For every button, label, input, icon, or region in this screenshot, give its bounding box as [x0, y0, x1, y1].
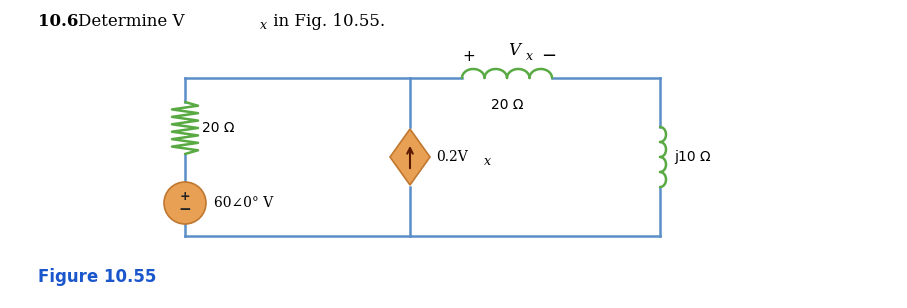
Text: −: − — [179, 202, 191, 217]
Text: 20 Ω: 20 Ω — [202, 121, 235, 135]
Text: j10 Ω: j10 Ω — [674, 150, 710, 164]
Text: x: x — [526, 50, 533, 63]
Text: in Fig. 10.55.: in Fig. 10.55. — [268, 13, 385, 30]
Text: 0.2V: 0.2V — [436, 150, 468, 164]
Text: Figure 10.55: Figure 10.55 — [38, 268, 156, 286]
Polygon shape — [390, 129, 430, 185]
Text: V: V — [508, 42, 520, 59]
Text: 10.6: 10.6 — [38, 13, 78, 30]
Circle shape — [164, 182, 206, 224]
Text: 20 Ω: 20 Ω — [491, 98, 523, 112]
Text: +: + — [463, 48, 475, 63]
Text: 60∠0° V: 60∠0° V — [214, 196, 273, 210]
Text: Determine V: Determine V — [78, 13, 184, 30]
Text: x: x — [484, 155, 491, 168]
Text: x: x — [259, 18, 267, 31]
Text: −: − — [541, 47, 557, 65]
Text: +: + — [180, 190, 190, 203]
